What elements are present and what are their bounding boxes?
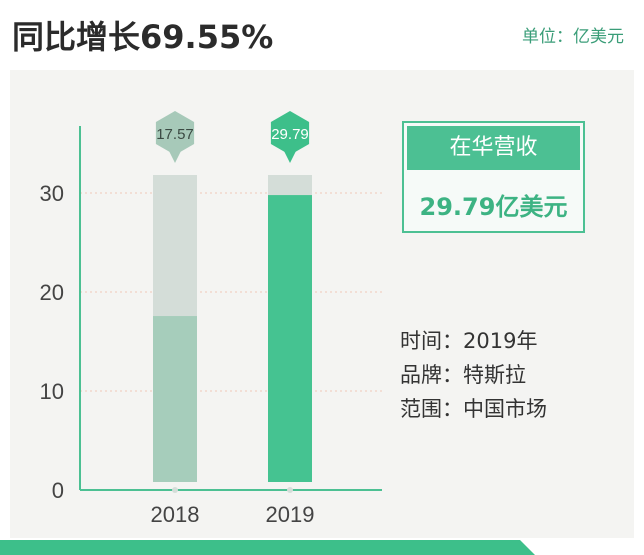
value-tag-pointer xyxy=(284,151,296,163)
bar-2018 xyxy=(153,316,197,482)
y-tick-label: 30 xyxy=(40,181,64,206)
x-tick-label: 2018 xyxy=(151,502,200,527)
value-tag-2019 xyxy=(270,111,310,155)
footer-bar xyxy=(0,540,520,555)
revenue-card-value: 29.79亿美元 xyxy=(419,193,568,221)
x-tick-dot xyxy=(287,487,293,493)
x-tick-dot xyxy=(172,487,178,493)
unit-label: 单位：亿美元 xyxy=(522,27,624,47)
revenue-card-title: 在华营收 xyxy=(407,126,580,170)
meta-list: 时间：2019年 品牌：特斯拉 范围：中国市场 xyxy=(400,324,547,426)
value-tag-2018 xyxy=(155,111,195,155)
revenue-card: 在华营收 29.79亿美元 xyxy=(402,121,585,233)
data-label: 17.57 xyxy=(156,126,194,143)
x-tick-label: 2019 xyxy=(266,502,315,527)
data-label: 29.79 xyxy=(271,126,309,143)
meta-scope: 范围：中国市场 xyxy=(400,397,547,421)
header: 同比增长69.55% 单位：亿美元 xyxy=(0,0,644,70)
meta-time: 时间：2019年 xyxy=(400,329,538,353)
meta-brand: 品牌：特斯拉 xyxy=(400,363,526,387)
headline: 同比增长69.55% xyxy=(12,18,274,56)
y-tick-label: 20 xyxy=(40,280,64,305)
y-tick-label: 0 xyxy=(52,478,64,503)
value-tag-pointer xyxy=(169,151,181,163)
bar-2019 xyxy=(268,195,312,483)
footer-notch xyxy=(520,540,535,555)
y-tick-label: 10 xyxy=(40,379,64,404)
